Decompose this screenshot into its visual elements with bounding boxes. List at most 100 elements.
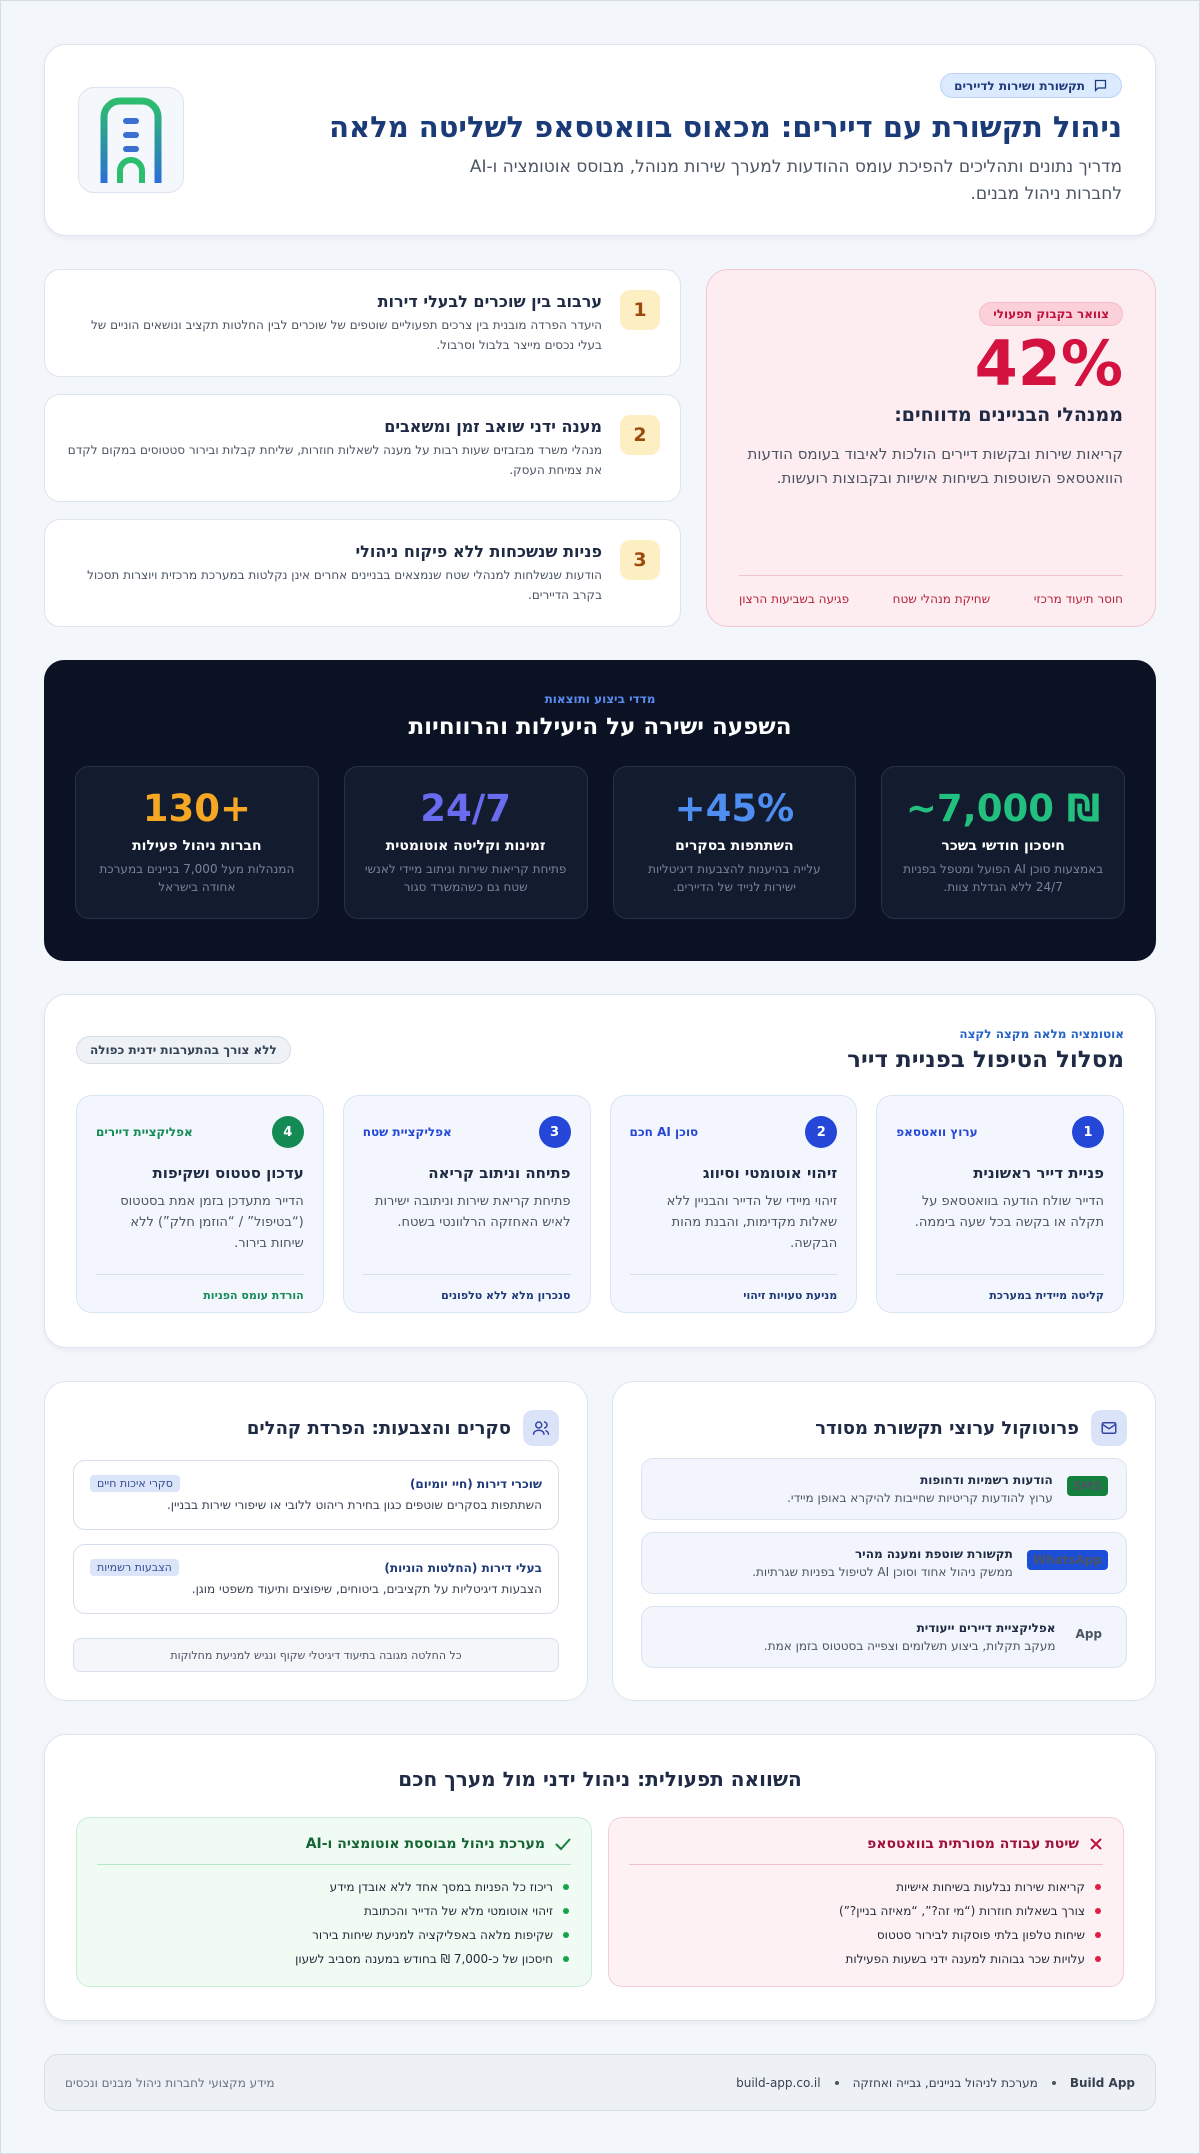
channels-row: פרוטוקול ערוצי תקשורת מסודר SMS הודעות רש… [44, 1381, 1156, 1701]
stat-card: +45% השתתפות בסקרים עלייה בהיענות להצבעות … [612, 766, 857, 919]
impact-title: השפעה ישירה על היעילות והרווחיות [408, 714, 792, 740]
audience-title: בעלי דירות (החלטות הוניות) [384, 1560, 542, 1575]
problem-card: 1 ערבוב בין שוכרים לבעלי דירות היעדר הפרדה… [44, 269, 681, 377]
step-title: עדכון סטטוס ושקיפות [152, 1164, 304, 1182]
stat-value: 24/7 [420, 787, 511, 830]
new-title: מערכת ניהול מבוססת אוטומציה ו-AI [305, 1836, 545, 1852]
new-panel: מערכת ניהול מבוססת אוטומציה ו-AI ריכוז כל… [76, 1817, 592, 1987]
journey-heading: אוטומציה מלאה מקצה לקצה מסלול הטיפול בפנ… [847, 1027, 1124, 1073]
bottleneck-tags: חוסר תיעוד מרכזי שחיקת מנהלי שטח פגיעה בשב… [739, 575, 1123, 606]
surveys-card: סקרים והצבעות: הפרדת קהלים שוכרי דירות (… [44, 1381, 588, 1701]
step-tag: אפליקציית דיירים [96, 1125, 193, 1139]
impact-kicker: מדדי ביצוע ותוצאות [544, 692, 656, 706]
surveys-note: כל החלטה מגובה בתיעוד דיגיטלי שקוף ונגיש… [73, 1638, 559, 1672]
step-number: 3 [538, 1116, 571, 1148]
step-footer: סנכרון מלא ללא טלפונים [362, 1274, 571, 1302]
channel-title: הודעות רשמיות ודחופות [920, 1473, 1053, 1487]
bottleneck-tag: חוסר תיעוד מרכזי [1033, 592, 1123, 606]
channel-text: ערוץ להודעות קריטיות שחייבות להיקרא באופ… [787, 1491, 1053, 1505]
header-badge: תקשורת ושירות לדיירים [940, 73, 1122, 99]
new-item: זיהוי אוטומטי מלא של הדייר והכתובת [97, 1899, 571, 1923]
journey-steps: 1 ערוץ וואטסאפ פניית דייר ראשונית הדייר שול… [76, 1095, 1124, 1313]
channel-body: אפליקציית דיירים ייעודית מעקב תקלות, ביצו… [764, 1621, 1056, 1654]
old-panel: שיטת עבודה מסורתית בוואטסאפ קריאות שירות … [608, 1817, 1124, 1987]
new-item: חיסכון של כ-7,000 ₪ בחודש במענה מסביב לש… [97, 1947, 571, 1971]
footer-brand-group: Build App מערכת לניהול בניינים, גבייה וא… [736, 2076, 1135, 2090]
problem-body: מענה ידני שואב זמן ומשאבים מנהלי משרד מבז… [65, 415, 602, 501]
new-item: שקיפות מלאה באפליקציה למניעת שיחות בירור [97, 1923, 571, 1947]
channel-tag: WhatsApp [1026, 1550, 1108, 1570]
step-footer: קליטה מיידית במערכת [896, 1274, 1104, 1302]
step-footer: הורדת עומס הפניות [96, 1274, 304, 1302]
journey-header: אוטומציה מלאה מקצה לקצה מסלול הטיפול בפנ… [76, 1027, 1124, 1073]
chat-icon [1094, 80, 1107, 93]
stat-label: השתתפות בסקרים [675, 838, 794, 854]
bottleneck-badge: צוואר בקבוק תפעולי [979, 302, 1123, 326]
stat-card: 24/7 זמינות וקליטה אוטומטית פתיחת קריאות ש… [343, 766, 588, 919]
header-text: תקשורת ושירות לדיירים ניהול תקשורת עם די… [292, 73, 1122, 207]
problem-text: מנהלי משרד מבזבזים שעות רבות על מענה לשא… [67, 443, 602, 478]
problem-title: ערבוב בין שוכרים לבעלי דירות [377, 292, 602, 311]
step-title: זיהוי אוטומטי וסיווג [702, 1164, 838, 1182]
journey-title: מסלול הטיפול בפניית דייר [847, 1047, 1124, 1073]
people-icon [523, 1410, 559, 1446]
step-text: פתיחת קריאת שירות וניתובה ישירות לאיש הא… [374, 1194, 571, 1230]
stat-text: פתיחת קריאות שירות וניתוב מיידי לאנשי שט… [364, 862, 567, 894]
header: תקשורת ושירות לדיירים ניהול תקשורת עם די… [44, 44, 1156, 236]
problem-text: הודעות שנשלחות למנהלי שטח שנמצאים בבניינ… [87, 568, 602, 603]
old-item: עלויות שכר גבוהות למענה ידני בשעות הפעיל… [629, 1947, 1103, 1971]
protocol-heading: פרוטוקול ערוצי תקשורת מסודר [641, 1410, 1127, 1446]
step-card: 4 אפליקציית דיירים עדכון סטטוס ושקיפות הדיי… [76, 1095, 324, 1313]
problem-title: מענה ידני שואב זמן ומשאבים [384, 417, 602, 436]
old-heading: שיטת עבודה מסורתית בוואטסאפ [629, 1836, 1103, 1865]
stat-value: +45% [674, 787, 795, 830]
problem-body: פניות שנשכחות ללא פיקוח ניהולי הודעות שנש… [65, 540, 602, 626]
logo-icon [100, 97, 162, 183]
step-tag: אפליקציית שטח [362, 1125, 452, 1139]
journey-pill: ללא צורך בהתערבות ידנית כפולה [76, 1036, 291, 1064]
channel-tag: SMS [1066, 1476, 1108, 1496]
bottleneck-tag: פגיעה בשביעות הרצון [739, 592, 850, 606]
audience-tag: הצבעות רשמיות [90, 1559, 179, 1576]
journey-kicker: אוטומציה מלאה מקצה לקצה [959, 1027, 1124, 1041]
channel-text: ממשק ניהול אחוד וסוכן AI לטיפול בפניות ש… [752, 1565, 1013, 1579]
impact-section: מדדי ביצוע ותוצאות השפעה ישירה על היעילו… [44, 660, 1156, 961]
audience-item: שוכרי דירות (חיי יומיום) סקרי איכות חיים ה… [73, 1460, 559, 1530]
problem-number: 2 [620, 415, 660, 455]
channel-body: תקשורת שוטפת ומענה מהיר ממשק ניהול אחוד ו… [752, 1547, 1013, 1580]
problem-title: פניות שנשכחות ללא פיקוח ניהולי [355, 542, 602, 561]
new-item: ריכוז כל הפניות במסך אחד ללא אובדן מידע [97, 1875, 571, 1899]
step-top: 2 סוכן AI חכם [630, 1116, 838, 1148]
channel-title: תקשורת שוטפת ומענה מהיר [854, 1547, 1013, 1561]
separator [834, 2080, 839, 2085]
channel-tag: App [1075, 1627, 1102, 1641]
protocol-title: פרוטוקול ערוצי תקשורת מסודר [815, 1417, 1079, 1439]
step-footer: מניעת טעויות זיהוי [629, 1274, 838, 1302]
audience-top: שוכרי דירות (חיי יומיום) סקרי איכות חיים [90, 1475, 542, 1492]
problem-card: 3 פניות שנשכחות ללא פיקוח ניהולי הודעות שנ… [44, 519, 681, 627]
bottleneck-label: ממנהלי הבניינים מדווחים: [894, 404, 1123, 427]
page-title: ניהול תקשורת עם דיירים: מכאוס בוואטסאפ ל… [329, 110, 1122, 145]
step-number: 2 [805, 1116, 838, 1148]
surveys-title: סקרים והצבעות: הפרדת קהלים [246, 1417, 511, 1439]
check-icon [555, 1838, 571, 1851]
old-list: קריאות שירות נבלעות בשיחות אישיות צורך בש… [629, 1875, 1103, 1971]
channel-item: WhatsApp תקשורת שוטפת ומענה מהיר ממשק ניהו… [641, 1532, 1127, 1594]
problem-list: 1 ערבוב בין שוכרים לבעלי דירות היעדר הפרדה… [44, 269, 681, 627]
step-top: 4 אפליקציית דיירים [96, 1116, 304, 1148]
journey-section: אוטומציה מלאה מקצה לקצה מסלול הטיפול בפנ… [44, 994, 1156, 1348]
surveys-heading: סקרים והצבעות: הפרדת קהלים [73, 1410, 559, 1446]
footer-tagline: מערכת לניהול בניינים, גבייה ואחזקה [852, 2075, 1038, 2090]
bottleneck-card: צוואר בקבוק תפעולי 42% ממנהלי הבניינים מ… [706, 269, 1156, 627]
channel-item: App אפליקציית דיירים ייעודית מעקב תקלות, ב… [641, 1606, 1127, 1668]
comparison-section: השוואה תפעולית: ניהול ידני מול מערך חכם … [44, 1734, 1156, 2021]
step-text: הדייר שולח הודעה בוואטסאפ על תקלה או בקש… [914, 1194, 1104, 1230]
step-top: 1 ערוץ וואטסאפ [896, 1116, 1104, 1148]
stat-text: עלייה בהיענות להצבעות דיגיטליות ישירות ל… [648, 862, 821, 894]
footer: Build App מערכת לניהול בניינים, גבייה וא… [44, 2054, 1156, 2111]
separator [1051, 2080, 1056, 2085]
old-item: צורך בשאלות חוזרות (“מי זה?”, “מאיזה בני… [629, 1899, 1103, 1923]
channel-item: SMS הודעות רשמיות ודחופות ערוץ להודעות קרי… [641, 1458, 1127, 1520]
step-number: 1 [1072, 1116, 1104, 1148]
comparison-panels: שיטת עבודה מסורתית בוואטסאפ קריאות שירות … [76, 1817, 1124, 1987]
